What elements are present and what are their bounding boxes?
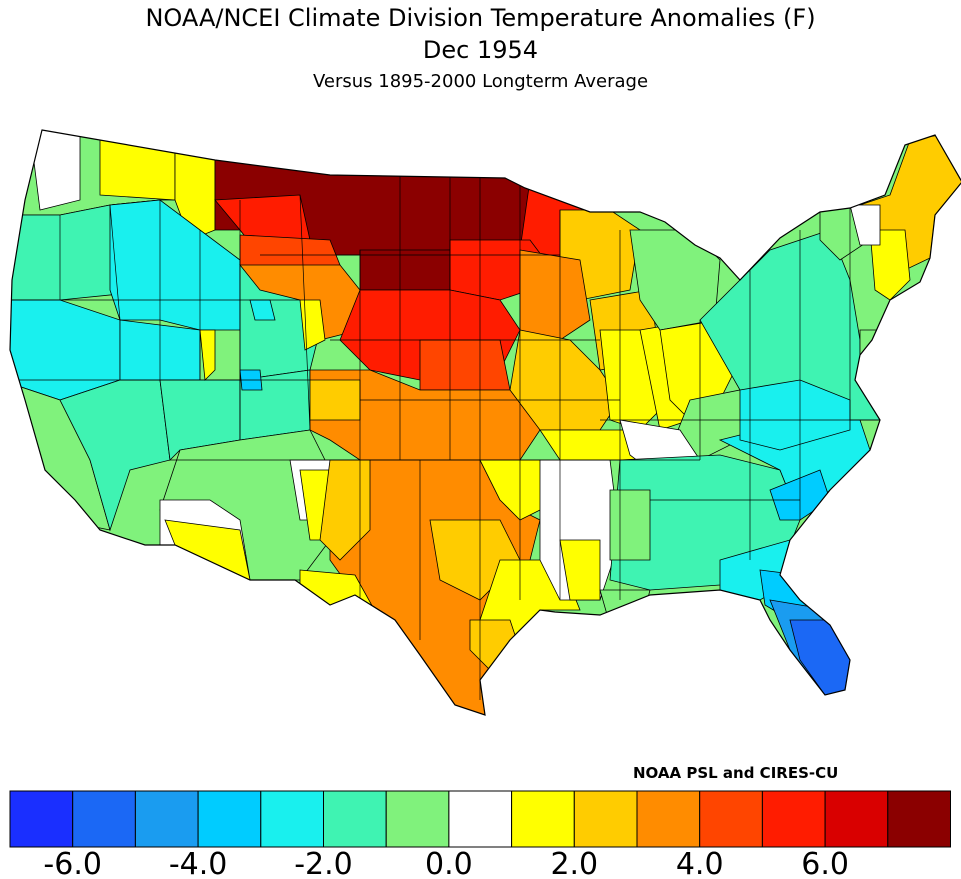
us-climate-division-map [9,129,961,716]
legend-tick-label: 2.0 [550,847,598,879]
legend-swatch [511,790,575,848]
legend-swatch [761,790,826,848]
legend-swatch [636,790,701,848]
legend-swatch [448,790,513,848]
legend-swatch [824,790,889,848]
map-title: NOAA/NCEI Climate Division Temperature A… [145,4,816,32]
legend-tick-label: 4.0 [676,847,724,879]
legend-swatch [699,790,763,848]
map-date: Dec 1954 [422,36,539,64]
map-subtitle: Versus 1895-2000 Longterm Average [312,71,649,92]
legend-swatch [385,790,450,848]
legend-tick-label: -2.0 [294,847,353,879]
legend-tick-label: -4.0 [169,847,228,879]
legend-swatch [323,790,387,848]
color-legend: -6.0 -4.0 -2.0 0.0 2.0 4.0 6.0 [9,790,951,879]
legend-swatch [197,790,262,848]
legend-tick-label: -6.0 [43,847,102,879]
legend-swatch [887,790,951,848]
legend-tick-label: 0.0 [425,847,473,879]
credit-label: NOAA PSL and CIRES-CU [633,764,839,782]
legend-swatch [260,790,324,848]
legend-tick-label: 6.0 [801,847,849,879]
legend-swatch [134,790,199,848]
legend-swatch [573,790,638,848]
legend-swatch [72,790,136,848]
legend-swatch [9,790,74,848]
